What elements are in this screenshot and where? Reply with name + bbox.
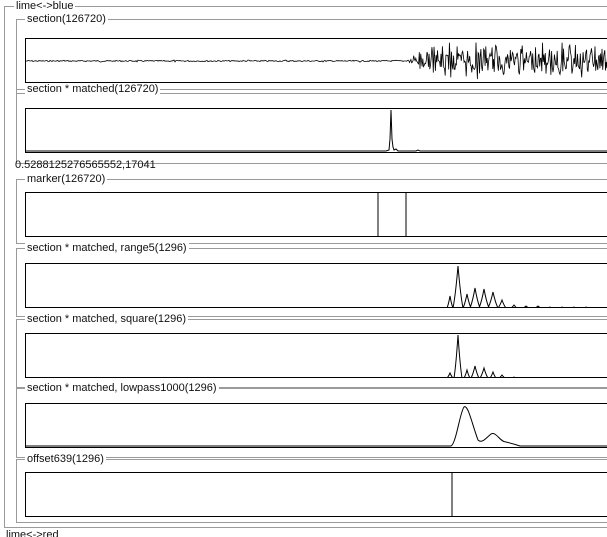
range5-envelope	[446, 265, 587, 307]
panel-marker: marker(126720)	[16, 173, 607, 244]
lowpass-plot	[25, 403, 607, 448]
window-title: lime<->blue	[14, 0, 76, 12]
next-window-title: lime<->red	[6, 529, 59, 537]
panel-label: offset639(1296)	[25, 453, 106, 465]
square-envelope	[447, 334, 515, 377]
panel-square: section * matched, square(1296)	[16, 313, 607, 388]
marker-plot	[25, 192, 607, 237]
panel-lowpass: section * matched, lowpass1000(1296)	[16, 382, 607, 458]
matched-trace	[26, 109, 607, 152]
match-readout: 0.5288125276565552,17041	[15, 159, 156, 171]
marker-lines	[377, 193, 407, 236]
lowpass-curve	[26, 406, 607, 447]
panel-label: section * matched, range5(1296)	[25, 242, 189, 254]
panel-section-matched: section * matched(126720)	[16, 83, 607, 164]
panel-label: section(126720)	[25, 13, 108, 25]
waveform-line	[26, 42, 607, 80]
waveform-plot	[25, 38, 607, 83]
panel-label: section * matched, lowpass1000(1296)	[25, 382, 219, 394]
matched-peak	[26, 109, 607, 152]
panel-section: section(126720)	[16, 13, 607, 94]
lowpass-trace	[26, 406, 607, 447]
panel-offset: offset639(1296)	[16, 453, 607, 523]
range5-plot	[25, 263, 607, 308]
panel-label: marker(126720)	[25, 173, 108, 185]
waveform-trace	[26, 42, 607, 80]
panel-label: section * matched(126720)	[25, 83, 161, 95]
offset-plot	[25, 472, 607, 517]
square-trace	[447, 334, 515, 377]
matched-plot	[25, 108, 607, 153]
square-plot	[25, 333, 607, 378]
range5-trace	[446, 265, 587, 307]
panel-range5: section * matched, range5(1296)	[16, 242, 607, 317]
panel-label: section * matched, square(1296)	[25, 313, 188, 325]
window-frame: lime<->blue section(126720) section * ma…	[4, 0, 607, 528]
offset-trace	[451, 473, 453, 516]
